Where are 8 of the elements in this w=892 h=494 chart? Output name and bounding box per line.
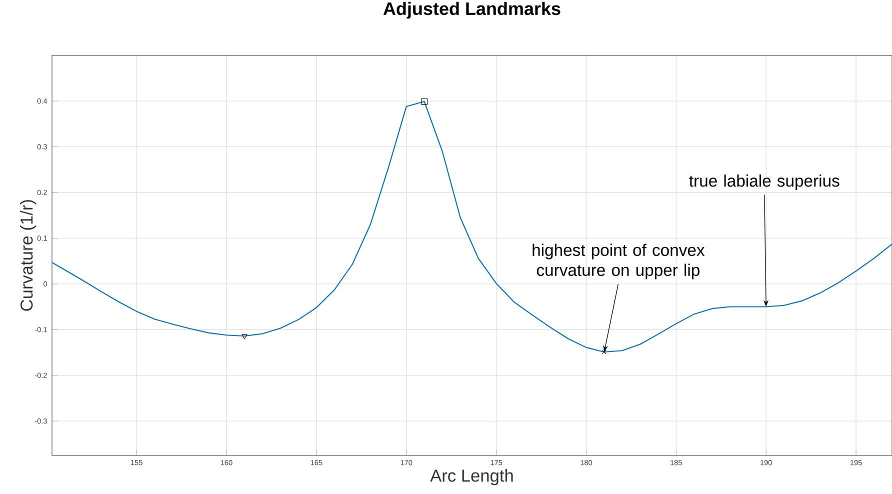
- annotation: true labiale superius: [689, 174, 840, 190]
- x-axis-title: Arc Length: [430, 469, 513, 486]
- y-axis-title: Curvature (1/r): [20, 200, 36, 311]
- point: [242, 334, 248, 340]
- annotation: highest point of convex curvature on upper lip: [532, 244, 705, 280]
- chart-title: Adjusted Landmarks: [383, 2, 560, 19]
- point: [602, 350, 607, 354]
- point: [421, 98, 428, 105]
